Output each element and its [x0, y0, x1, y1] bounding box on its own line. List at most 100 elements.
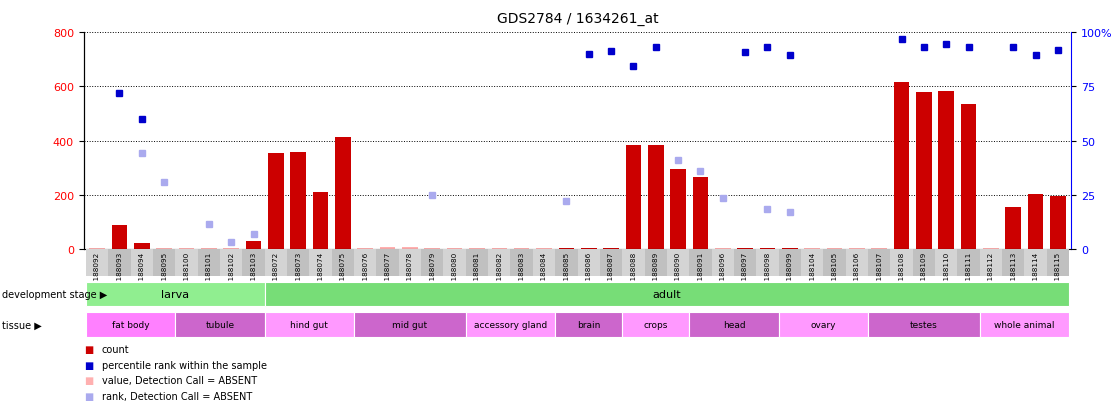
Text: GSM188086: GSM188086 [586, 251, 591, 295]
Bar [488, 250, 510, 277]
Bar [779, 312, 868, 337]
Bar [379, 247, 395, 250]
Text: GSM188113: GSM188113 [1010, 251, 1017, 295]
Bar [108, 250, 131, 277]
Bar [354, 312, 465, 337]
Bar [939, 91, 954, 250]
Bar [916, 93, 932, 250]
Bar [131, 250, 153, 277]
Text: accessory gland: accessory gland [474, 320, 547, 329]
Text: GSM188072: GSM188072 [273, 251, 279, 295]
Text: GSM188115: GSM188115 [1055, 251, 1061, 295]
Text: GSM188088: GSM188088 [631, 251, 636, 295]
Bar [246, 242, 261, 250]
Bar [1006, 208, 1021, 250]
Text: ovary: ovary [810, 320, 836, 329]
Bar [891, 250, 913, 277]
Bar [242, 250, 264, 277]
Bar [446, 249, 462, 250]
Bar [958, 250, 980, 277]
Bar [626, 145, 642, 250]
Bar [465, 250, 488, 277]
Text: GSM188096: GSM188096 [720, 251, 725, 295]
Bar [558, 249, 574, 250]
Bar [555, 250, 578, 277]
Bar [179, 249, 194, 250]
Bar [600, 250, 623, 277]
Text: GSM188081: GSM188081 [474, 251, 480, 295]
Text: ■: ■ [84, 344, 93, 354]
Bar [443, 250, 465, 277]
Text: GSM188083: GSM188083 [519, 251, 525, 295]
Bar [757, 250, 779, 277]
Bar [421, 250, 443, 277]
Bar [112, 225, 127, 250]
Bar [779, 250, 801, 277]
Bar [604, 249, 619, 250]
Bar [86, 282, 264, 306]
Text: GSM188105: GSM188105 [831, 251, 837, 295]
Text: whole animal: whole animal [994, 320, 1055, 329]
Text: GSM188073: GSM188073 [296, 251, 301, 295]
Text: GSM188097: GSM188097 [742, 251, 748, 295]
Bar [760, 249, 776, 250]
Bar [645, 250, 667, 277]
Text: GSM188098: GSM188098 [764, 251, 770, 295]
Text: GSM188107: GSM188107 [876, 251, 882, 295]
Bar [287, 250, 309, 277]
Text: hind gut: hind gut [290, 320, 328, 329]
Text: GSM188095: GSM188095 [161, 251, 167, 295]
Text: GSM188076: GSM188076 [363, 251, 368, 295]
Text: GSM188101: GSM188101 [205, 251, 212, 295]
Bar [86, 312, 175, 337]
Text: ■: ■ [84, 360, 93, 370]
Bar [156, 249, 172, 250]
Bar [805, 249, 820, 250]
Bar [376, 250, 398, 277]
Bar [264, 312, 354, 337]
Bar [510, 250, 532, 277]
Bar [354, 250, 376, 277]
Bar [824, 250, 846, 277]
Bar [309, 250, 331, 277]
Text: ■: ■ [84, 391, 93, 401]
Text: ■: ■ [84, 375, 93, 385]
Text: GSM188093: GSM188093 [116, 251, 123, 295]
Text: GSM188091: GSM188091 [698, 251, 703, 295]
Bar [264, 282, 1069, 306]
Bar [690, 250, 712, 277]
Bar [424, 249, 440, 250]
Text: GSM188112: GSM188112 [988, 251, 994, 295]
Bar [290, 152, 306, 250]
Bar [667, 250, 690, 277]
Text: GSM188103: GSM188103 [250, 251, 257, 295]
Bar [782, 249, 798, 250]
Bar [86, 250, 108, 277]
Text: GSM188100: GSM188100 [183, 251, 190, 295]
Bar [555, 312, 623, 337]
Bar [532, 250, 555, 277]
Bar [1028, 194, 1043, 250]
Bar [223, 249, 239, 250]
Bar [469, 249, 484, 250]
Bar [868, 312, 980, 337]
Bar [134, 243, 150, 250]
Text: GSM188079: GSM188079 [430, 251, 435, 295]
Bar [1024, 250, 1047, 277]
Bar [335, 138, 350, 250]
Bar [648, 145, 664, 250]
Text: GSM188106: GSM188106 [854, 251, 859, 295]
Text: rank, Detection Call = ABSENT: rank, Detection Call = ABSENT [102, 391, 252, 401]
Text: GSM188089: GSM188089 [653, 251, 658, 295]
Text: value, Detection Call = ABSENT: value, Detection Call = ABSENT [102, 375, 257, 385]
Text: GSM188075: GSM188075 [340, 251, 346, 295]
Bar [89, 249, 105, 250]
Bar [201, 249, 217, 250]
Bar [983, 249, 999, 250]
Text: GSM188104: GSM188104 [809, 251, 815, 295]
Bar [1050, 197, 1066, 250]
Text: GSM188099: GSM188099 [787, 251, 792, 295]
Text: mid gut: mid gut [393, 320, 427, 329]
Text: GSM188080: GSM188080 [452, 251, 458, 295]
Bar [175, 312, 264, 337]
